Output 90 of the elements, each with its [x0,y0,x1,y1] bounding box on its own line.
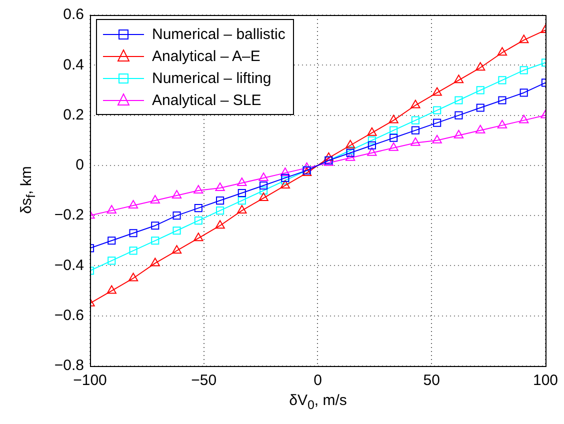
point [454,130,464,138]
y-tick-label: −0.4 [54,256,84,274]
point [238,188,246,198]
point [476,104,484,112]
point [280,180,290,188]
point [260,186,268,195]
point [520,66,528,74]
point [172,245,182,254]
point [411,116,420,124]
point [476,86,484,94]
x-axis-title: δV$_{0}$, m/s [288,392,348,412]
x-tick-label: 100 [532,372,558,390]
point [216,196,224,205]
point [410,100,420,108]
point [194,232,204,242]
point [367,127,377,136]
y-tick-label: −0.6 [54,307,84,324]
point [433,106,442,114]
point [108,236,116,245]
y-tick-label: 0.4 [63,56,84,74]
point [258,192,268,202]
point [388,114,398,124]
y-tick-label: 0 [76,156,84,174]
legend-label: Analytical – SLE [152,92,262,108]
point [346,148,354,157]
point [368,141,376,150]
point [281,174,290,182]
legend-label: Analytical – A–E [152,48,260,64]
point [128,272,138,282]
point [151,236,160,245]
point [498,96,506,104]
x-tick-label: −100 [73,372,107,390]
point [497,47,508,56]
x-tick-label: −50 [191,372,217,390]
point [215,220,225,229]
point [388,142,398,151]
y-tick-label: −0.2 [54,206,84,224]
point [498,76,506,84]
point [151,222,160,230]
point [454,74,464,84]
y-tick-label: 0.2 [63,106,84,124]
point [367,147,377,156]
point [497,120,508,128]
point [194,185,204,194]
legend-label: Numerical – lifting [152,70,272,86]
point [390,126,398,134]
point [129,229,138,238]
y-tick-label: −0.8 [54,357,84,374]
point [150,258,160,266]
point [172,226,181,235]
point [194,216,202,225]
point [238,196,246,205]
point [150,195,160,204]
point [108,256,116,265]
point [411,126,420,134]
y-tick-label: 0.6 [63,6,84,24]
point [520,88,528,97]
point [519,114,529,124]
point [410,137,420,146]
point [519,34,529,44]
point [106,205,116,214]
point [216,206,224,215]
point [280,167,290,176]
point [237,177,247,186]
point [454,96,463,104]
point [345,140,356,148]
point [302,162,312,171]
point [368,136,376,144]
point [128,200,138,209]
point [172,190,182,199]
point [390,134,398,142]
point [432,87,442,96]
point [476,124,486,134]
point [476,62,486,71]
legend-label: Numerical – ballistic [152,26,286,42]
x-tick-label: 50 [423,372,440,390]
point [432,134,442,144]
point [454,111,463,120]
point [172,212,181,220]
point [258,172,268,181]
point [194,204,202,212]
point [345,152,356,161]
point [215,182,225,191]
point [433,118,442,127]
point [260,181,268,190]
point [237,205,247,214]
x-tick-label: 0 [314,372,322,390]
point [324,152,334,161]
point [106,285,116,294]
point [129,246,138,255]
